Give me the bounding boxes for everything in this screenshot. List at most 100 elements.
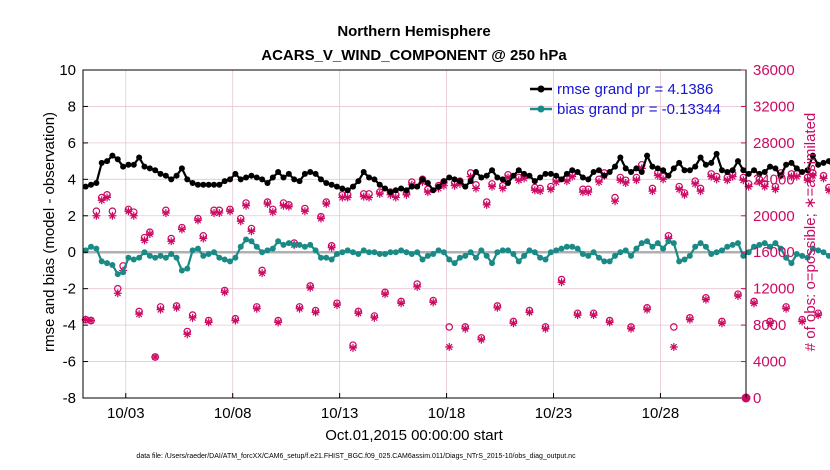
bias-point — [462, 252, 469, 259]
rmse-point — [227, 176, 234, 183]
x-tick-label: 10/28 — [642, 405, 680, 422]
rmse-point — [205, 181, 212, 188]
obs-assimilated-point — [514, 176, 523, 185]
rmse-point — [109, 152, 116, 159]
rmse-point — [521, 170, 528, 177]
obs-assimilated-point — [247, 227, 256, 236]
bias-point — [804, 254, 811, 261]
obs-assimilated-point — [782, 304, 791, 313]
rmse-point — [702, 161, 709, 168]
bias-point — [189, 247, 196, 254]
obs-assimilated-point — [391, 193, 400, 202]
bias-point — [788, 260, 795, 267]
rmse-point — [499, 176, 506, 183]
rmse-point — [708, 159, 715, 166]
obs-assimilated-point — [611, 197, 620, 206]
obs-assimilated-point — [744, 182, 753, 191]
obs-possible-point — [445, 323, 454, 331]
bias-point — [98, 258, 105, 265]
rmse-point — [93, 179, 100, 186]
obs-assimilated-point — [231, 316, 240, 325]
obs-assimilated-point — [568, 172, 577, 181]
bias-point — [702, 243, 709, 250]
rmse-point — [777, 172, 784, 179]
bias-point — [350, 249, 357, 256]
rmse-point — [724, 169, 731, 176]
bias-point — [328, 256, 335, 263]
obs-assimilated-point — [792, 172, 801, 181]
rmse-point — [350, 183, 357, 190]
bias-point — [526, 247, 533, 254]
obs-assimilated-point — [594, 178, 603, 187]
rmse-point — [355, 178, 362, 185]
y-tick-label: -8 — [63, 390, 76, 407]
obs-assimilated-point — [167, 237, 176, 246]
bias-point — [221, 256, 228, 263]
obs-assimilated-point — [798, 317, 807, 326]
obs-assimilated-point — [808, 171, 817, 180]
obs-assimilated-point — [183, 330, 192, 339]
obs-assimilated-point — [653, 171, 662, 180]
obs-assimilated-point — [204, 318, 213, 327]
obs-assimilated-point — [701, 295, 710, 304]
rmse-point — [285, 170, 292, 177]
bias-point — [633, 245, 640, 252]
plot-area-frame — [82, 69, 747, 399]
rmse-point — [424, 179, 431, 186]
bias-point — [622, 247, 629, 254]
rmse-point — [114, 156, 121, 163]
rmse-point — [339, 185, 346, 192]
obs-assimilated-point — [584, 188, 593, 197]
rmse-point — [713, 150, 720, 157]
rmse-point — [323, 179, 330, 186]
bias-point — [301, 243, 308, 250]
obs-assimilated-point — [814, 311, 823, 320]
bias-point — [392, 249, 399, 256]
bias-point — [521, 252, 528, 259]
obs-assimilated-point — [546, 185, 555, 194]
bias-point — [178, 267, 185, 274]
rmse-point — [531, 178, 538, 185]
obs-assimilated-point — [268, 208, 277, 217]
obs-assimilated-point — [284, 202, 293, 211]
obs-assimilated-point — [605, 318, 614, 327]
right-y-tick-label: 8000 — [753, 317, 786, 334]
bias-point — [681, 256, 688, 263]
obs-assimilated-point — [739, 176, 748, 185]
rmse-point — [654, 165, 661, 172]
obs-assimilated-point — [488, 182, 497, 191]
bias-point — [729, 241, 736, 248]
bias-point — [531, 249, 538, 256]
rmse-point — [483, 172, 490, 179]
obs-assimilated-point — [696, 187, 705, 196]
bias-point — [467, 249, 474, 256]
bias-point — [649, 243, 656, 250]
obs-assimilated-point — [562, 177, 571, 186]
obs-assimilated-point — [193, 216, 202, 225]
right-y-tick-label: 32000 — [753, 98, 795, 115]
rmse-point — [162, 172, 169, 179]
rmse-point — [269, 174, 276, 181]
bias-point — [660, 245, 667, 252]
legend-rmse-label: rmse grand pr = 4.1386 — [557, 81, 713, 98]
rmse-point — [210, 181, 217, 188]
rmse-point — [392, 187, 399, 194]
rmse-point — [633, 165, 640, 172]
rmse-point — [221, 178, 228, 185]
bias-point — [216, 254, 223, 261]
bias-point — [456, 254, 463, 261]
bias-point — [772, 240, 779, 247]
bias-point — [628, 252, 635, 259]
bias-point — [184, 265, 191, 272]
bias-point — [446, 256, 453, 263]
obs-assimilated-point — [199, 234, 208, 243]
rmse-point — [430, 187, 437, 194]
bias-point — [285, 240, 292, 247]
rmse-point — [686, 167, 693, 174]
rmse-point — [88, 181, 95, 188]
rmse-point — [408, 183, 415, 190]
obs-assimilated-point — [627, 324, 636, 333]
right-y-tick-label: 36000 — [753, 62, 795, 79]
bias-point — [93, 245, 100, 252]
rmse-point — [125, 161, 132, 168]
